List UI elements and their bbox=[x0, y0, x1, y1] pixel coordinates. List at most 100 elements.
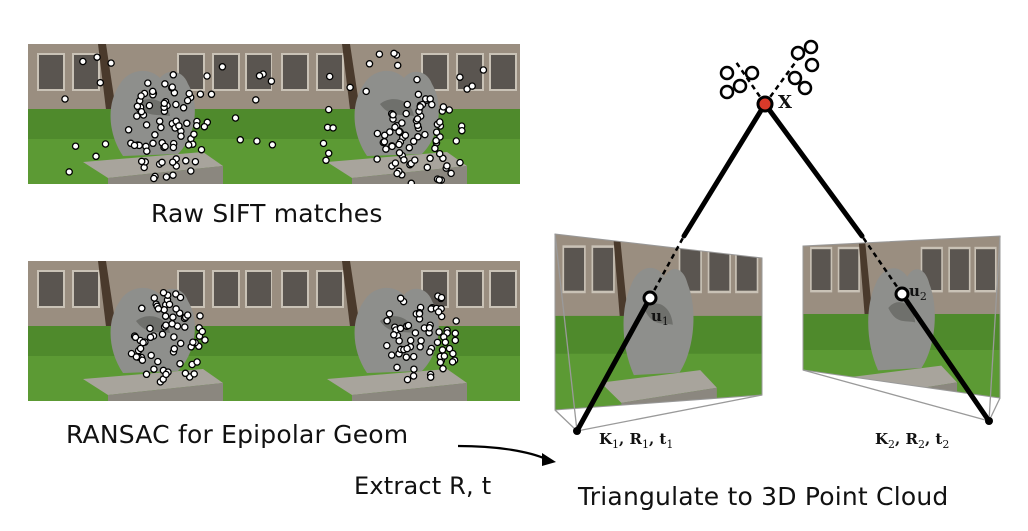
inlier-keypoint bbox=[383, 317, 391, 325]
inlier-keypoint bbox=[176, 339, 185, 348]
inlier-keypoint bbox=[158, 330, 167, 339]
inlier-keypoint bbox=[190, 370, 198, 378]
extract-label: Extract R, t bbox=[354, 472, 492, 500]
raw-keypoint bbox=[207, 90, 216, 99]
inlier-keypoint bbox=[409, 372, 418, 380]
inlier-keypoint bbox=[390, 331, 398, 339]
inlier-keypoint bbox=[406, 336, 415, 345]
raw-keypoint bbox=[414, 90, 423, 99]
raw-keypoint bbox=[157, 123, 165, 132]
raw-keypoint bbox=[346, 83, 354, 92]
inlier-keypoint bbox=[189, 338, 197, 346]
inlier-keypoint bbox=[438, 346, 447, 354]
raw-matches-right bbox=[319, 49, 488, 184]
raw-keypoint bbox=[375, 50, 384, 58]
inlier-keypoint bbox=[138, 304, 146, 313]
raw-keypoint bbox=[456, 158, 464, 167]
raw-keypoint bbox=[137, 107, 146, 116]
raw-keypoint bbox=[192, 121, 201, 130]
camera2-image-plane bbox=[803, 236, 1000, 398]
inlier-keypoint bbox=[136, 344, 145, 353]
inlier-keypoint bbox=[402, 353, 411, 361]
raw-keypoint bbox=[92, 152, 100, 161]
inlier-keypoint bbox=[385, 310, 394, 318]
raw-keypoint bbox=[183, 96, 192, 105]
raw-matches-left bbox=[61, 53, 277, 183]
inlier-keypoint bbox=[168, 320, 176, 328]
raw-keypoint bbox=[160, 99, 169, 108]
inlier-keypoint bbox=[409, 352, 418, 361]
raw-keypoint bbox=[124, 126, 133, 134]
inlier-keypoint bbox=[396, 324, 405, 333]
raw-keypoint bbox=[183, 119, 191, 128]
raw-keypoint bbox=[252, 96, 260, 104]
raw-keypoint bbox=[428, 100, 436, 109]
raw-keypoint bbox=[416, 103, 424, 111]
inlier-keypoint bbox=[154, 357, 162, 366]
raw-keypoint bbox=[432, 128, 441, 136]
inlier-keypoint bbox=[439, 364, 447, 373]
raw-keypoint bbox=[329, 124, 337, 132]
raw-keypoint bbox=[155, 117, 164, 125]
raw-keypoint bbox=[169, 71, 178, 79]
raw-keypoint bbox=[168, 158, 177, 166]
raw-keypoint bbox=[79, 57, 87, 66]
raw-keypoint bbox=[137, 157, 146, 166]
raw-keypoint bbox=[479, 66, 488, 74]
raw-keypoint bbox=[468, 82, 476, 90]
raw-keypoint bbox=[391, 159, 400, 167]
u2-marker bbox=[894, 286, 910, 302]
raw-keypoint bbox=[393, 61, 402, 70]
raw-keypoint bbox=[362, 87, 370, 96]
inlier-keypoint bbox=[449, 349, 457, 358]
raw-keypoint bbox=[373, 129, 382, 138]
raw-keypoint bbox=[413, 75, 421, 84]
inlier-keypoint bbox=[452, 317, 460, 325]
inlier-keypoint bbox=[396, 294, 405, 303]
raw-sift-image-pair bbox=[28, 44, 520, 184]
raw-keypoint bbox=[168, 83, 177, 91]
inlier-keypoint bbox=[393, 363, 401, 372]
raw-keypoint bbox=[190, 130, 198, 138]
triangulation-rays bbox=[574, 55, 992, 434]
inlier-keypoint bbox=[417, 337, 425, 345]
raw-keypoint bbox=[61, 95, 69, 103]
inlier-keypoint bbox=[146, 324, 154, 333]
raw-keypoint bbox=[400, 156, 408, 164]
inlier-keypoint bbox=[445, 344, 454, 353]
inlier-keypoint bbox=[183, 311, 192, 319]
raw-keypoint bbox=[365, 60, 374, 68]
raw-keypoint bbox=[373, 155, 381, 163]
raw-keypoint bbox=[435, 176, 444, 184]
raw-keypoint bbox=[452, 137, 461, 145]
u1-marker bbox=[642, 290, 658, 306]
raw-keypoint bbox=[133, 102, 142, 111]
inlier-keypoint bbox=[165, 300, 174, 309]
raw-keypoint bbox=[447, 169, 455, 178]
raw-keypoint bbox=[184, 141, 193, 149]
camera1-center bbox=[573, 427, 581, 435]
inlier-keypoint bbox=[440, 352, 449, 360]
raw-keypoint bbox=[187, 167, 195, 175]
raw-keypoint bbox=[203, 72, 211, 80]
raw-keypoint bbox=[411, 156, 419, 164]
inlier-keypoint bbox=[150, 294, 159, 302]
raw-keypoint bbox=[145, 101, 154, 110]
raw-keypoint bbox=[200, 122, 209, 131]
inlier-keypoint bbox=[162, 370, 170, 379]
inlier-keypoint bbox=[403, 375, 412, 384]
inlier-keypoint bbox=[169, 313, 177, 321]
raw-sift-label: Raw SIFT matches bbox=[151, 199, 383, 228]
raw-keypoint bbox=[142, 121, 151, 129]
raw-keypoint bbox=[185, 89, 193, 98]
raw-keypoint bbox=[169, 143, 178, 152]
raw-keypoint bbox=[175, 122, 183, 130]
raw-keypoint bbox=[143, 147, 151, 155]
raw-keypoint bbox=[191, 157, 200, 166]
raw-keypoint bbox=[389, 111, 397, 119]
raw-keypoint bbox=[388, 142, 396, 151]
raw-keypoint bbox=[149, 139, 157, 148]
point-x-label: X bbox=[778, 92, 792, 113]
inlier-keypoint bbox=[415, 309, 424, 318]
